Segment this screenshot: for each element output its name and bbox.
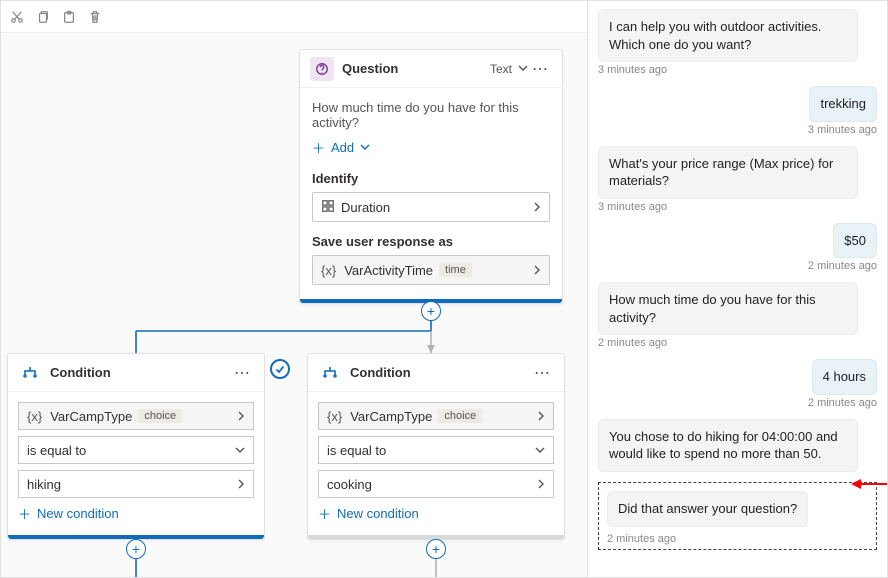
chevron-right-icon: [237, 409, 245, 424]
variable-type-chip: choice: [438, 409, 482, 423]
timestamp: 3 minutes ago: [598, 201, 877, 213]
followup-box: Did that answer your question? 2 minutes…: [598, 482, 877, 550]
bot-message: You chose to do hiking for 04:00:00 and …: [598, 419, 858, 472]
condition-icon: [18, 361, 42, 385]
condition2-add-button[interactable]: ＋ New condition: [318, 504, 554, 523]
timestamp: 2 minutes ago: [598, 397, 877, 409]
cut-icon[interactable]: [9, 9, 25, 25]
variable-icon: {x}: [321, 263, 336, 278]
identify-label: Identify: [312, 171, 550, 186]
save-response-label: Save user response as: [312, 234, 550, 249]
variable-type-chip: choice: [138, 409, 182, 423]
timestamp: 3 minutes ago: [598, 124, 877, 136]
add-node-button[interactable]: +: [426, 539, 446, 559]
canvas-toolbar: [1, 1, 587, 33]
condition1-variable-field[interactable]: {x} VarCampType choice: [18, 402, 254, 430]
question-icon: [310, 57, 334, 81]
condition-card-1[interactable]: Condition ⋯ {x} VarCampType choice is eq…: [7, 353, 265, 540]
chevron-right-icon: [533, 200, 541, 215]
question-card[interactable]: Question Text ⋯ How much time do you hav…: [299, 49, 563, 304]
copy-icon[interactable]: [35, 9, 51, 25]
identify-field[interactable]: Duration: [312, 192, 550, 222]
paste-icon[interactable]: [61, 9, 77, 25]
entity-icon: [321, 199, 335, 216]
bot-message: Did that answer your question?: [607, 491, 808, 527]
condition1-operator-field[interactable]: is equal to: [18, 436, 254, 464]
bot-message: I can help you with outdoor activities. …: [598, 9, 858, 62]
question-title: Question: [342, 61, 490, 76]
chevron-right-icon: [237, 477, 245, 492]
chevron-down-icon: [235, 443, 245, 458]
condition1-header: Condition ⋯: [8, 354, 264, 392]
chevron-down-icon: [360, 140, 370, 155]
timestamp: 3 minutes ago: [598, 64, 877, 76]
bot-message: How much time do you have for this activ…: [598, 282, 858, 335]
condition1-value-field[interactable]: hiking: [18, 470, 254, 498]
chevron-right-icon: [537, 409, 545, 424]
user-message: $50: [833, 223, 877, 259]
validation-check-icon: [270, 359, 290, 379]
add-node-button[interactable]: +: [421, 301, 441, 321]
question-card-header: Question Text ⋯: [300, 50, 562, 88]
condition2-value-field[interactable]: cooking: [318, 470, 554, 498]
plus-icon: ＋: [18, 504, 31, 523]
add-node-button[interactable]: +: [126, 539, 146, 559]
variable-type-chip: time: [439, 263, 472, 277]
bot-message: What's your price range (Max price) for …: [598, 146, 858, 199]
variable-icon: {x}: [327, 409, 342, 424]
question-prompt: How much time do you have for this activ…: [312, 100, 550, 130]
delete-icon[interactable]: [87, 9, 103, 25]
variable-field[interactable]: {x} VarActivityTime time: [312, 255, 550, 285]
plus-icon: ＋: [318, 504, 331, 523]
condition-card-2[interactable]: Condition ⋯ {x} VarCampType choice is eq…: [307, 353, 565, 540]
timestamp: 2 minutes ago: [598, 337, 877, 349]
question-type-label[interactable]: Text: [490, 62, 512, 76]
test-chat-panel: I can help you with outdoor activities. …: [587, 1, 887, 577]
condition1-more-icon[interactable]: ⋯: [230, 363, 254, 383]
condition-icon: [318, 361, 342, 385]
question-add-button[interactable]: ＋ Add: [312, 138, 550, 157]
chevron-down-icon[interactable]: [518, 62, 528, 76]
chevron-right-icon: [533, 263, 541, 278]
timestamp: 2 minutes ago: [607, 533, 868, 545]
condition2-title: Condition: [350, 365, 530, 380]
chevron-right-icon: [537, 477, 545, 492]
timestamp: 2 minutes ago: [598, 260, 877, 272]
plus-icon: ＋: [312, 138, 325, 157]
chevron-down-icon: [535, 443, 545, 458]
condition1-add-button[interactable]: ＋ New condition: [18, 504, 254, 523]
condition1-title: Condition: [50, 365, 230, 380]
condition2-operator-field[interactable]: is equal to: [318, 436, 554, 464]
condition2-more-icon[interactable]: ⋯: [530, 363, 554, 383]
question-more-icon[interactable]: ⋯: [528, 59, 552, 79]
condition2-header: Condition ⋯: [308, 354, 564, 392]
user-message: trekking: [809, 86, 877, 122]
variable-icon: {x}: [27, 409, 42, 424]
authoring-canvas[interactable]: Question Text ⋯ How much time do you hav…: [1, 1, 587, 577]
condition2-variable-field[interactable]: {x} VarCampType choice: [318, 402, 554, 430]
user-message: 4 hours: [812, 359, 877, 395]
